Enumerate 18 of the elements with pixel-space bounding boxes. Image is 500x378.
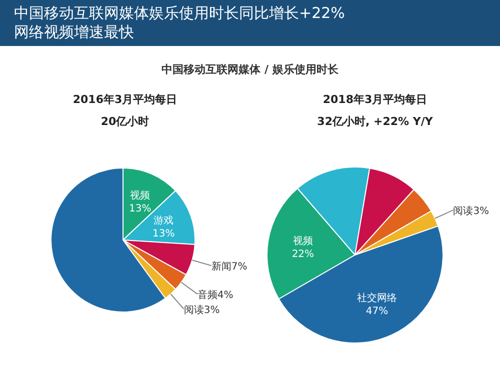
slice-label: 游戏 bbox=[154, 214, 174, 226]
slice-label: 阅读3% bbox=[453, 205, 490, 218]
slice-label: 阅读3% bbox=[184, 304, 220, 316]
chart-subtitle: 中国移动互联网媒体 / 娱乐使用时长 bbox=[160, 62, 340, 77]
slice-label: 新闻7% bbox=[211, 260, 248, 273]
slice-label: 视频 bbox=[292, 235, 313, 248]
chart-title: 中国移动互联网媒体娱乐使用时长同比增长+22% 网络视频增速最快 bbox=[0, 0, 500, 46]
slice-label: 视频 bbox=[130, 189, 150, 202]
text: 20亿小时 bbox=[100, 114, 150, 129]
slice-label: 音频4% bbox=[197, 289, 234, 302]
text: 2018年3月平均每日 bbox=[322, 92, 428, 107]
data-label: 13% bbox=[152, 228, 175, 240]
text: 32亿小时, +22% Y/Y bbox=[316, 114, 434, 129]
data-label: 22% bbox=[292, 249, 314, 260]
slice-label: 社交网络 bbox=[356, 292, 397, 304]
text: 2016年3月平均每日 bbox=[72, 92, 178, 107]
data-label: 47% bbox=[366, 306, 388, 318]
data-label: 13% bbox=[129, 203, 152, 214]
